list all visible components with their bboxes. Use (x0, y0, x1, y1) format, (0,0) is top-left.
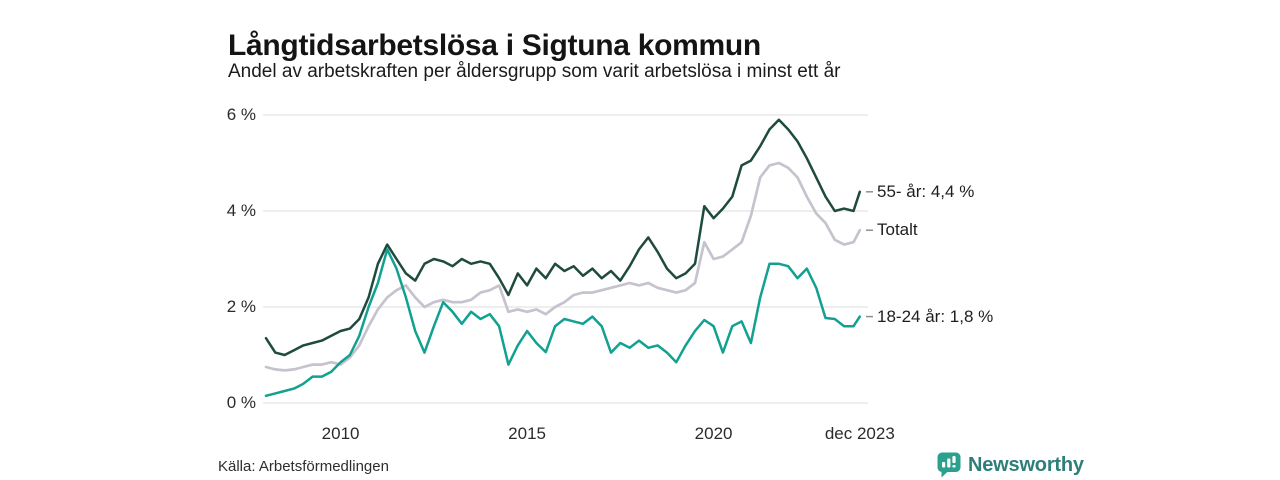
x-axis-label: dec 2023 (824, 424, 895, 443)
y-axis-label: 6 % (226, 105, 256, 124)
series-line-18-24-r (264, 248, 862, 398)
y-axis-label: 2 % (226, 297, 256, 316)
x-axis-label: 2010 (321, 424, 360, 443)
series-end-label-totalt: Totalt (877, 220, 918, 240)
chart-subtitle: Andel av arbetskraften per åldersgrupp s… (228, 61, 841, 82)
newsworthy-logo-text: Newsworthy (968, 453, 1084, 476)
series-end-label-18-24-r: 18-24 år: 1,8 % (877, 306, 994, 326)
y-axis-label: 4 % (226, 201, 256, 220)
y-axis-label: 0 % (226, 393, 256, 412)
series-line-55-r (264, 118, 862, 357)
bar-chart-speech-bubble-icon (937, 452, 961, 478)
source-note: Källa: Arbetsförmedlingen (218, 458, 389, 475)
series-end-label-55-r: 55- år: 4,4 % (877, 181, 975, 201)
x-axis-label: 2015 (508, 424, 546, 443)
series-line-totalt (264, 161, 862, 372)
x-axis-label: 2020 (694, 424, 733, 443)
newsworthy-logo: Newsworthy (937, 452, 1084, 478)
chart-title: Långtidsarbetslösa i Sigtuna kommun (228, 29, 761, 63)
